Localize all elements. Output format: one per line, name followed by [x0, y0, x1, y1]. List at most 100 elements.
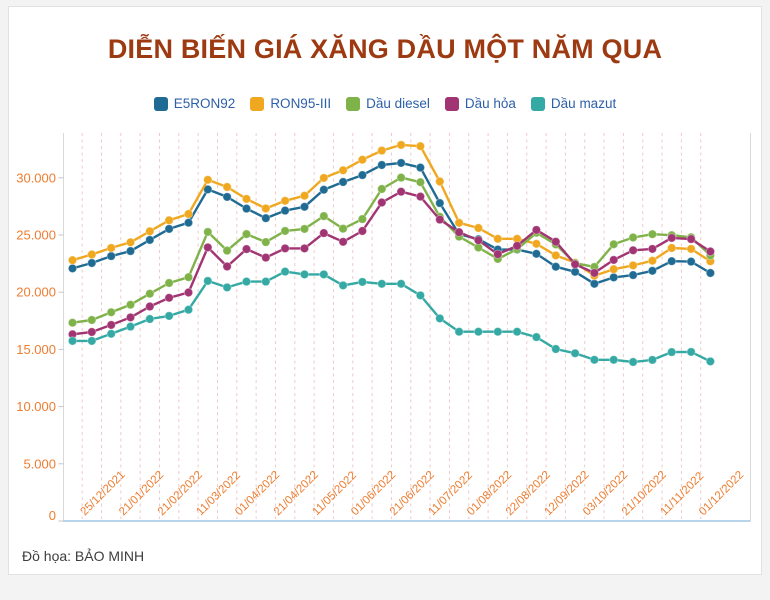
data-point-d-u-h-a — [609, 255, 619, 265]
data-point-d-u-h-a — [705, 246, 716, 257]
data-point-e5ron92 — [531, 249, 542, 259]
data-point-d-u-mazut — [686, 347, 696, 357]
data-point-ron95-iii — [280, 196, 290, 206]
data-point-e5ron92 — [705, 268, 716, 278]
data-point-d-u-diesel — [396, 172, 406, 183]
data-point-ron95-iii — [106, 243, 116, 253]
data-point-ron95-iii — [203, 175, 213, 185]
data-point-d-u-h-a — [357, 226, 368, 236]
y-axis-tick-label: 10.000 — [16, 399, 56, 414]
data-point-d-u-mazut — [454, 327, 464, 337]
data-point-d-u-mazut — [609, 355, 619, 365]
legend-item-d-u-mazut[interactable]: Dầu mazut — [530, 96, 616, 111]
data-point-d-u-h-a — [87, 327, 97, 337]
legend-label: E5RON92 — [173, 96, 236, 111]
legend-swatch — [250, 96, 265, 111]
data-point-d-u-mazut — [280, 266, 290, 277]
data-point-d-u-mazut — [473, 327, 484, 337]
data-point-d-u-h-a — [493, 249, 503, 259]
data-point-d-u-mazut — [241, 276, 252, 287]
data-point-e5ron92 — [435, 198, 445, 208]
data-point-d-u-mazut — [415, 290, 426, 301]
data-point-d-u-mazut — [493, 327, 503, 337]
data-point-d-u-mazut — [570, 348, 580, 358]
data-point-d-u-h-a — [164, 293, 174, 303]
data-point-e5ron92 — [106, 251, 116, 261]
data-point-d-u-h-a — [512, 241, 522, 251]
data-point-d-u-diesel — [628, 232, 638, 243]
legend-label: Dầu diesel — [366, 96, 430, 111]
data-point-d-u-mazut — [667, 347, 677, 357]
data-point-ron95-iii — [551, 250, 561, 261]
data-point-e5ron92 — [338, 177, 348, 187]
data-point-d-u-h-a — [667, 233, 677, 243]
data-point-d-u-diesel — [319, 211, 329, 221]
data-point-e5ron92 — [261, 213, 271, 223]
data-point-ron95-iii — [628, 260, 638, 271]
data-point-e5ron92 — [667, 256, 677, 266]
data-point-e5ron92 — [87, 258, 97, 268]
data-point-ron95-iii — [67, 255, 78, 265]
data-point-ron95-iii — [396, 140, 406, 150]
data-point-d-u-h-a — [473, 235, 484, 246]
data-point-d-u-mazut — [67, 336, 78, 346]
data-point-ron95-iii — [377, 145, 387, 156]
data-point-e5ron92 — [357, 170, 368, 180]
data-point-d-u-diesel — [357, 214, 368, 224]
page-title: DIỄN BIẾN GIÁ XĂNG DẦU MỘT NĂM QUA — [107, 34, 663, 64]
data-point-ron95-iii — [357, 155, 368, 165]
data-point-d-u-mazut — [106, 329, 116, 339]
series-line-d-u-mazut — [71, 270, 712, 364]
data-point-e5ron92 — [551, 262, 561, 272]
legend-swatch — [444, 96, 459, 111]
legend-item-e5ron92[interactable]: E5RON92 — [153, 96, 236, 111]
data-point-ron95-iii — [435, 176, 445, 187]
legend-swatch — [346, 96, 361, 111]
data-point-d-u-mazut — [222, 282, 232, 293]
data-point-d-u-h-a — [241, 244, 252, 254]
legend-item-d-u-h-a[interactable]: Dầu hỏa — [444, 96, 516, 111]
data-point-d-u-mazut — [435, 313, 445, 324]
data-point-d-u-diesel — [145, 289, 155, 299]
data-point-d-u-h-a — [319, 228, 329, 238]
data-point-d-u-mazut — [338, 280, 348, 291]
data-point-d-u-mazut — [299, 269, 310, 280]
data-point-d-u-mazut — [531, 332, 542, 342]
data-point-d-u-mazut — [203, 276, 213, 286]
data-point-ron95-iii — [164, 215, 174, 226]
y-axis-tick-label: 5.000 — [23, 456, 56, 471]
data-point-d-u-h-a — [551, 237, 561, 247]
data-point-d-u-h-a — [686, 234, 696, 244]
data-point-d-u-h-a — [261, 252, 271, 263]
data-point-e5ron92 — [396, 158, 406, 168]
y-axis-tick-label: 30.000 — [16, 170, 56, 185]
data-point-d-u-diesel — [609, 239, 619, 250]
data-point-ron95-iii — [183, 209, 194, 219]
data-point-ron95-iii — [454, 218, 464, 228]
data-point-ron95-iii — [415, 141, 426, 151]
legend-item-ron95-iii[interactable]: RON95-III — [250, 96, 331, 111]
data-point-d-u-diesel — [647, 229, 658, 239]
data-point-d-u-h-a — [628, 245, 638, 256]
data-point-e5ron92 — [164, 224, 174, 234]
data-point-d-u-h-a — [125, 312, 136, 323]
data-point-d-u-diesel — [67, 318, 78, 328]
data-point-ron95-iii — [222, 182, 232, 192]
data-point-d-u-diesel — [338, 224, 348, 234]
data-point-d-u-diesel — [203, 227, 213, 237]
data-point-ron95-iii — [299, 191, 310, 201]
data-point-d-u-mazut — [589, 355, 600, 365]
data-point-d-u-diesel — [106, 307, 116, 317]
credit-text: Đồ họa: BẢO MINH — [22, 548, 145, 564]
data-point-d-u-h-a — [280, 243, 290, 254]
series-line-d-u-h-a — [71, 190, 712, 336]
y-axis-tick-label: 25.000 — [16, 228, 56, 243]
data-point-d-u-diesel — [125, 300, 136, 310]
legend-label: RON95-III — [270, 96, 332, 111]
data-point-d-u-mazut — [261, 276, 271, 287]
data-point-d-u-mazut — [87, 336, 97, 346]
data-point-d-u-mazut — [705, 356, 716, 367]
legend-item-d-u-diesel[interactable]: Dầu diesel — [346, 96, 430, 111]
